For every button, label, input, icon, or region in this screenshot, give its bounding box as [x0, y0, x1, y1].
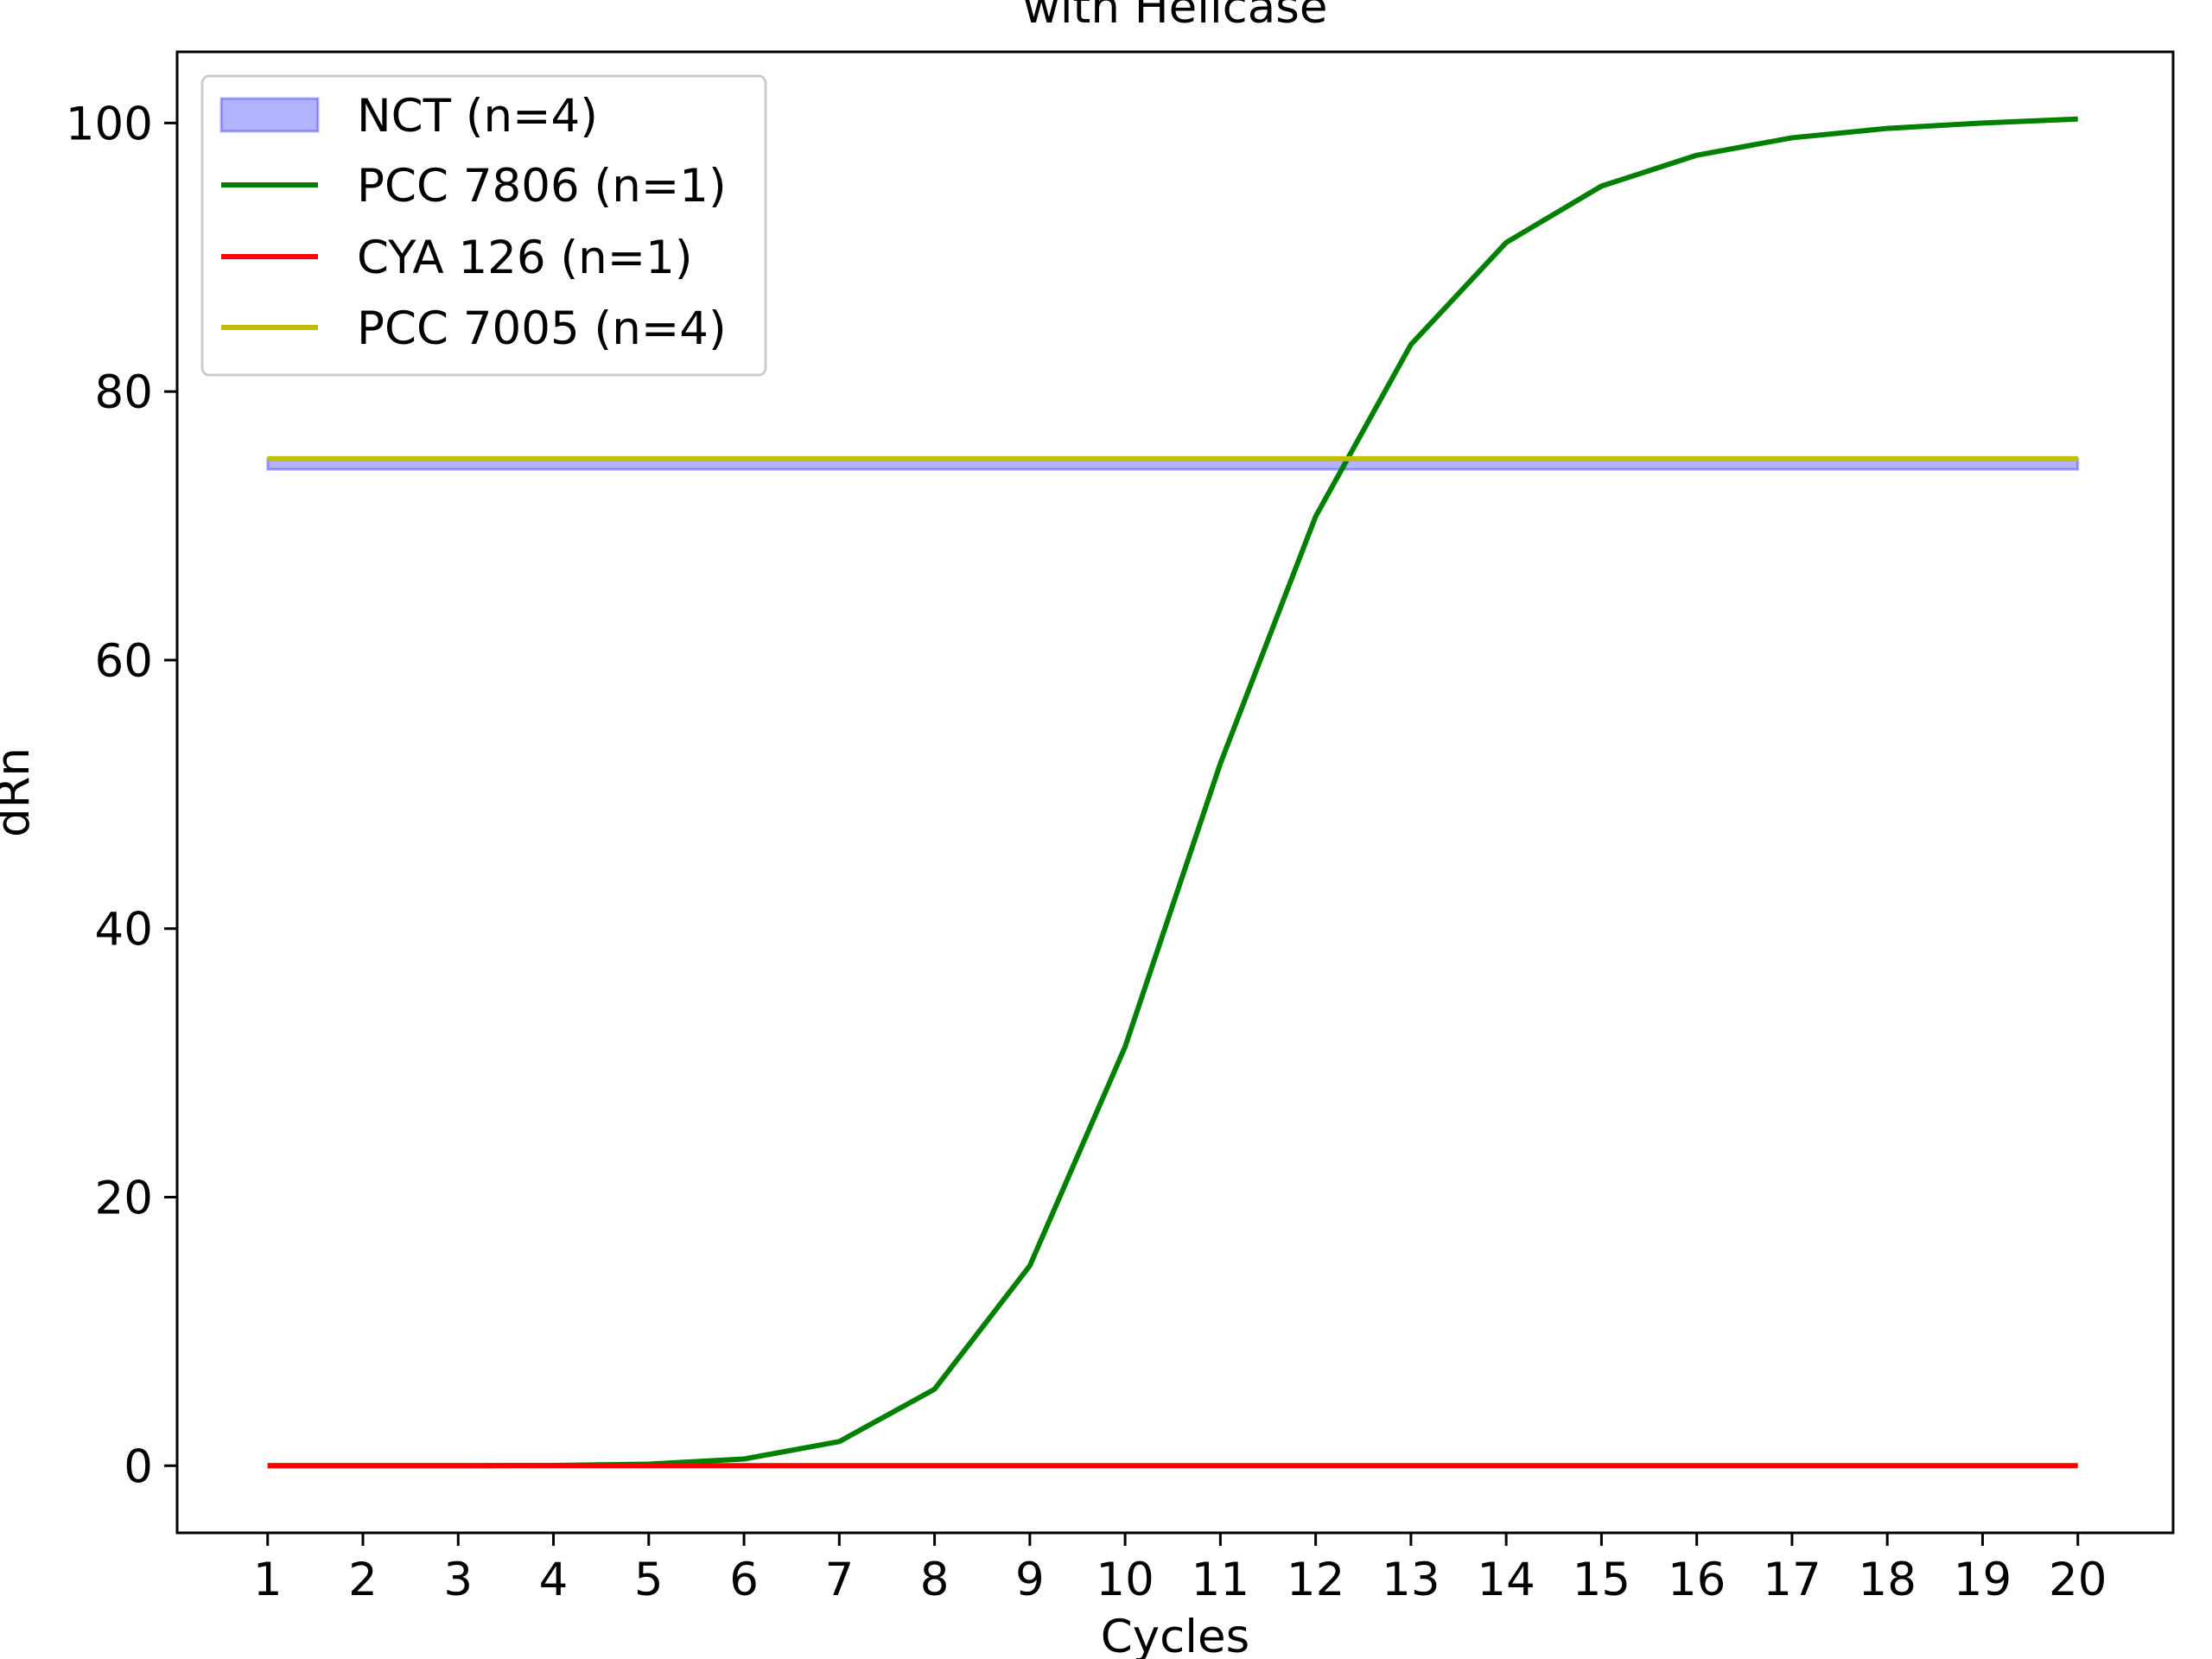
series-lines-layer [267, 116, 2078, 1469]
x-tick-label: 12 [1287, 1554, 1344, 1606]
x-tick-label: 11 [1192, 1554, 1249, 1606]
x-tick-label: 13 [1382, 1554, 1440, 1606]
x-tick-label: 18 [1858, 1554, 1916, 1606]
y-axis-ticks: 0 20 40 60 80 100 [66, 98, 177, 1493]
y-tick-label: 60 [95, 635, 153, 688]
x-tick-label: 16 [1668, 1554, 1726, 1606]
y-tick-label: 100 [66, 98, 153, 150]
x-tick-label: 10 [1096, 1554, 1154, 1606]
x-tick-label: 9 [1015, 1554, 1045, 1606]
x-tick-label: 14 [1477, 1554, 1535, 1606]
x-tick-label: 20 [2049, 1554, 2107, 1606]
x-tick-label: 3 [443, 1554, 473, 1606]
x-tick-label: 1 [253, 1554, 283, 1606]
y-axis-label: dRn [0, 747, 40, 837]
legend-label-cya126: CYA 126 (n=1) [357, 232, 693, 284]
x-axis-label: Cycles [1101, 1611, 1249, 1659]
x-tick-label: 7 [824, 1554, 854, 1606]
x-tick-label: 4 [539, 1554, 569, 1606]
x-tick-label: 2 [348, 1554, 378, 1606]
legend-label-pcc7806: PCC 7806 (n=1) [357, 160, 727, 213]
y-tick-label: 20 [95, 1173, 153, 1225]
x-tick-label: 19 [1954, 1554, 2012, 1606]
legend-label-nct: NCT (n=4) [357, 90, 598, 143]
x-tick-label: 17 [1763, 1554, 1821, 1606]
x-axis-ticks: 1 2 3 4 5 6 7 8 9 10 11 12 13 14 15 16 17 18 19 20 [253, 1533, 2107, 1606]
plot-frame [175, 50, 2175, 1535]
x-tick-label: 6 [729, 1554, 759, 1606]
x-tick-label: 15 [1573, 1554, 1630, 1606]
x-tick-label: 8 [920, 1554, 950, 1606]
legend-frame [200, 74, 767, 377]
legend: NCT (n=4) PCC 7806 (n=1) CYA 126 (n=1) P… [200, 74, 767, 377]
y-tick-label: 80 [95, 366, 153, 419]
legend-swatch-nct [219, 97, 320, 133]
chart-title: with Helicase [1022, 0, 1327, 34]
legend-label-pcc7005: PCC 7005 (n=4) [357, 302, 727, 355]
y-tick-label: 40 [95, 904, 153, 957]
x-tick-label: 5 [634, 1554, 664, 1606]
y-tick-label: 0 [124, 1440, 153, 1493]
